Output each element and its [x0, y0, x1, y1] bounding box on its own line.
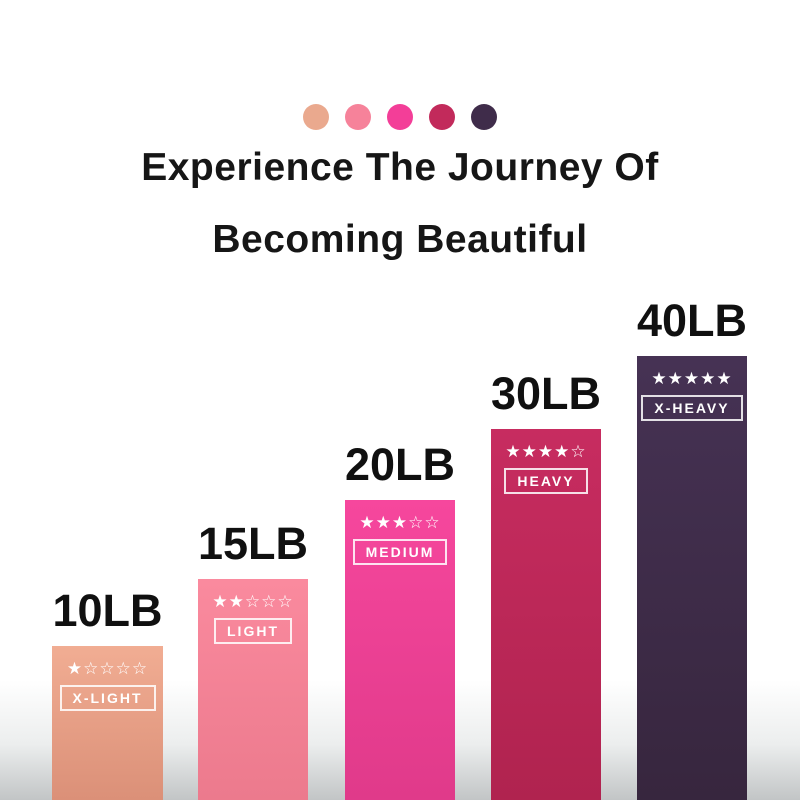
strength-badge: HEAVY — [504, 468, 588, 494]
bar-weight-label: 40LB — [636, 295, 748, 346]
palette-dot-heavy — [429, 104, 455, 130]
title-line-2: Becoming Beautiful — [212, 218, 588, 261]
bar-30lb: 30LB ★★★★☆ HEAVY — [491, 371, 601, 800]
bar-weight-label: 10LB — [52, 585, 163, 636]
palette-dot-light — [345, 104, 371, 130]
star-rating-icon: ★★★★☆ — [505, 442, 587, 461]
star-rating-icon: ★★☆☆☆ — [212, 592, 294, 611]
palette-dot-medium — [387, 104, 413, 130]
bar-weight-label: 30LB — [490, 368, 602, 419]
strength-badge: LIGHT — [214, 618, 292, 644]
page-title: Experience The Journey Of Becoming Beaut… — [0, 132, 800, 276]
star-rating-icon: ★☆☆☆☆ — [66, 659, 149, 678]
palette-dots-row — [0, 104, 800, 130]
strength-badge: MEDIUM — [352, 539, 448, 565]
star-rating-icon: ★★★★★ — [651, 369, 733, 388]
strength-badge: X-HEAVY — [641, 395, 743, 421]
strength-badge: X-LIGHT — [59, 685, 156, 711]
bar-weight-label: 20LB — [344, 439, 456, 490]
star-rating-icon: ★★★☆☆ — [359, 513, 441, 532]
title-line-1: Experience The Journey Of — [141, 146, 659, 189]
bar-weight-label: 15LB — [197, 518, 309, 569]
bar-10lb: 10LB ★☆☆☆☆ X-LIGHT — [52, 588, 163, 800]
bar-15lb: 15LB ★★☆☆☆ LIGHT — [198, 521, 308, 800]
bar-40lb: 40LB ★★★★★ X-HEAVY — [637, 298, 747, 800]
palette-dot-x-heavy — [471, 104, 497, 130]
bar-20lb: 20LB ★★★☆☆ MEDIUM — [345, 442, 455, 800]
palette-dot-x-light — [303, 104, 329, 130]
